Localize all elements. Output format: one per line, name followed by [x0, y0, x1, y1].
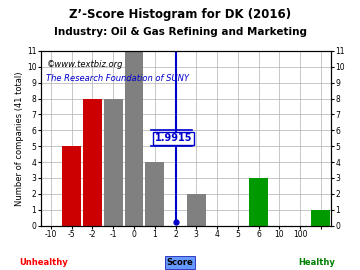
Text: Score: Score — [167, 258, 193, 267]
Bar — [187, 194, 206, 226]
Text: Industry: Oil & Gas Refining and Marketing: Industry: Oil & Gas Refining and Marketi… — [54, 27, 306, 37]
Bar — [62, 146, 81, 226]
Text: The Research Foundation of SUNY: The Research Foundation of SUNY — [46, 74, 189, 83]
Text: ©www.textbiz.org: ©www.textbiz.org — [46, 60, 123, 69]
Bar — [125, 51, 143, 226]
Bar — [83, 99, 102, 226]
Bar — [311, 210, 330, 226]
Y-axis label: Number of companies (41 total): Number of companies (41 total) — [15, 71, 24, 205]
Text: Healthy: Healthy — [298, 258, 335, 267]
Bar — [249, 178, 268, 226]
Bar — [104, 99, 122, 226]
Text: Z’-Score Histogram for DK (2016): Z’-Score Histogram for DK (2016) — [69, 8, 291, 21]
Bar — [145, 162, 164, 226]
Text: Unhealthy: Unhealthy — [19, 258, 68, 267]
Text: 1.9915: 1.9915 — [155, 133, 192, 143]
